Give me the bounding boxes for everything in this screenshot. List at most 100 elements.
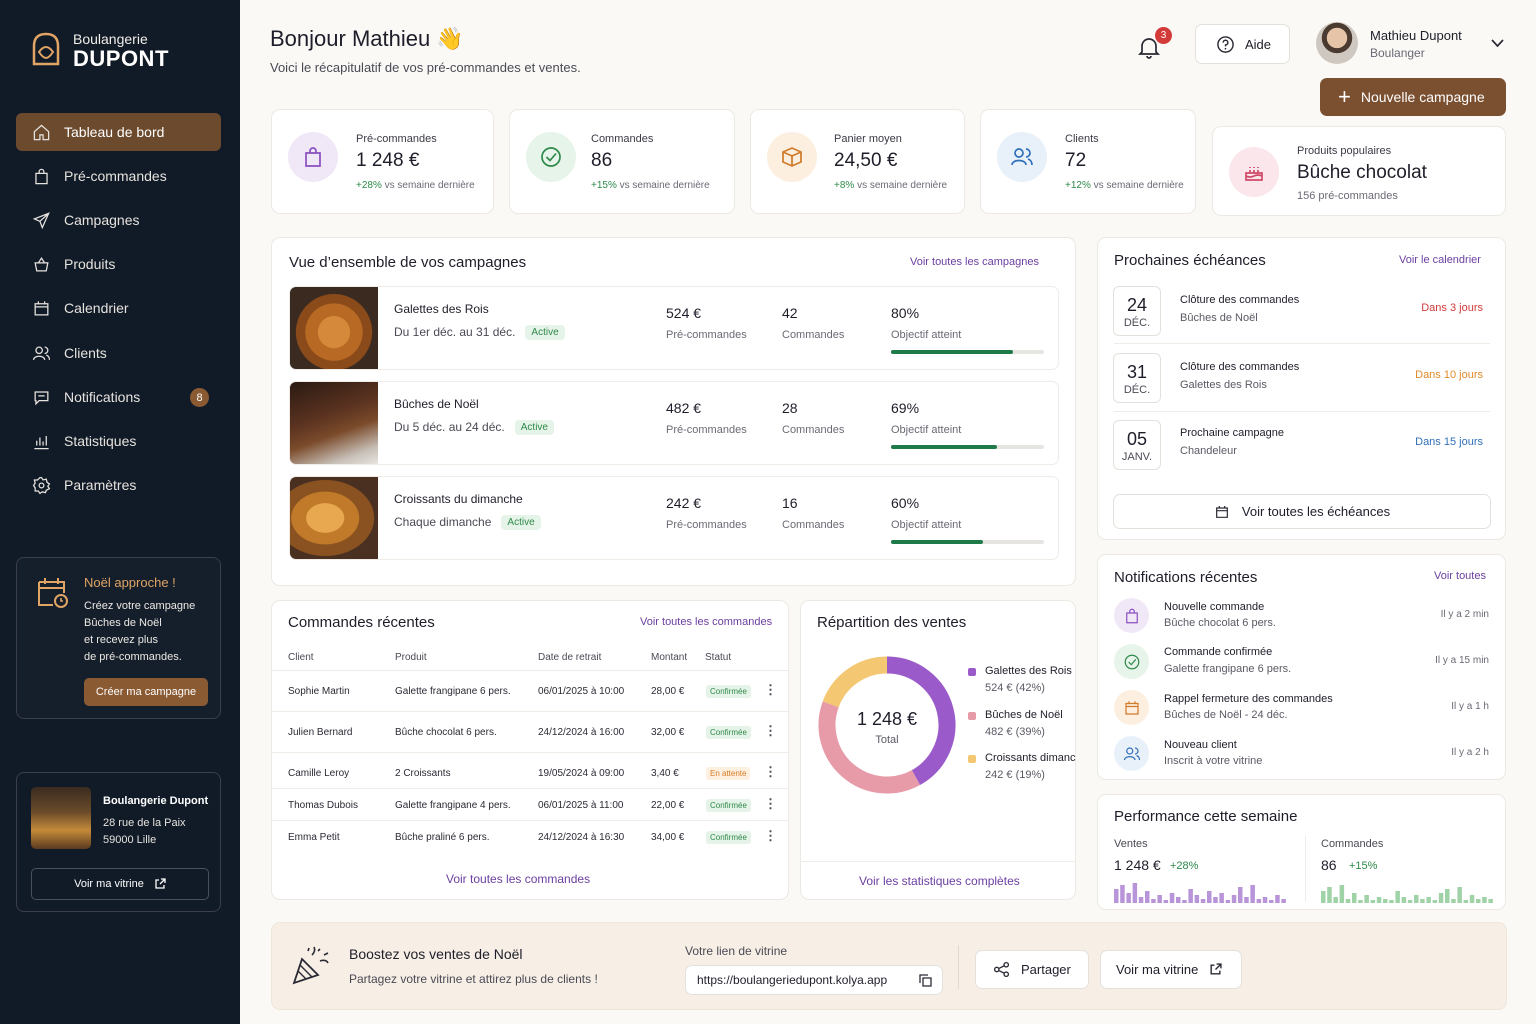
- campaign-row[interactable]: Bûches de Noël Du 5 déc. au 24 déc. Activ…: [289, 381, 1059, 465]
- deadline-day: 24: [1126, 295, 1148, 315]
- more-options-icon[interactable]: ⋮: [764, 828, 777, 843]
- notification-title: Nouvelle commande: [1164, 601, 1265, 613]
- view-storefront-banner-button[interactable]: Voir ma vitrine: [1100, 950, 1242, 989]
- sidebar: Boulangerie DUPONT Tableau de bord Pré-c…: [0, 0, 240, 1024]
- sparkline-bar: [1138, 897, 1144, 903]
- page-subtitle: Voici le récapitulatif de vos pré-comman…: [270, 60, 581, 75]
- party-popper-icon: [292, 946, 329, 985]
- chevron-down-icon[interactable]: [1491, 39, 1504, 48]
- gear-icon: [32, 476, 51, 494]
- sidebar-item-settings[interactable]: Paramètres: [16, 466, 221, 504]
- chart-legend: Galettes des Rois 524 € (42%) Bûches de …: [968, 664, 1076, 784]
- more-options-icon[interactable]: ⋮: [764, 723, 777, 738]
- copy-icon[interactable]: [919, 974, 932, 987]
- sparkline-bar: [1395, 891, 1400, 903]
- campaign-preorders-label: Pré-commandes: [666, 424, 747, 436]
- sparkline-bar: [1407, 900, 1413, 903]
- campaign-goal-label: Objectif atteint: [891, 329, 962, 341]
- sparkline-bar: [1488, 899, 1493, 903]
- help-circle-icon: [1217, 35, 1234, 53]
- campaign-goal-value: 60%: [891, 495, 920, 511]
- chart-icon: [34, 435, 49, 449]
- campaign-goal-value: 80%: [891, 305, 920, 321]
- status-badge: Confirmée: [706, 831, 751, 844]
- home-icon: [33, 124, 50, 140]
- view-storefront-button[interactable]: Voir ma vitrine: [31, 868, 209, 900]
- sparkline-bar: [1256, 899, 1262, 903]
- view-storefront-banner-label: Voir ma vitrine: [1116, 962, 1199, 977]
- see-calendar-link[interactable]: Voir le calendrier: [1399, 254, 1481, 266]
- see-all-deadlines-button[interactable]: Voir toutes les échéances: [1113, 494, 1491, 529]
- sidebar-item-preorders[interactable]: Pré-commandes: [16, 157, 221, 195]
- boost-title: Boostez vos ventes de Noël: [349, 946, 523, 962]
- more-options-icon[interactable]: ⋮: [764, 764, 777, 779]
- kpi-delta-text: vs semaine dernière: [384, 180, 475, 191]
- see-all-notifications-link[interactable]: Voir toutes: [1434, 570, 1486, 582]
- help-button[interactable]: Aide: [1195, 24, 1290, 64]
- bell-count-badge: 3: [1155, 27, 1172, 44]
- calendar-icon: [34, 300, 49, 315]
- campaign-name: Galettes des Rois: [394, 302, 489, 316]
- sparkline-bar: [1231, 895, 1237, 903]
- kpi-icon-wrap: [1229, 147, 1279, 197]
- sidebar-item-statistics[interactable]: Statistiques: [16, 422, 221, 460]
- sparkline-bar: [1262, 897, 1268, 903]
- new-campaign-button[interactable]: + Nouvelle campagne: [1320, 78, 1506, 116]
- bell-icon[interactable]: [1136, 34, 1162, 60]
- kpi-icon-wrap: [526, 132, 576, 182]
- sparkline-bar: [1126, 893, 1131, 903]
- kpi-label: Pré-commandes: [356, 133, 437, 145]
- promo-title: Noël approche !: [84, 575, 176, 590]
- sidebar-item-label: Paramètres: [64, 477, 137, 493]
- campaign-row[interactable]: Croissants du dimanche Chaque dimanche Ac…: [289, 476, 1059, 560]
- kpi-delta-value: +8%: [834, 180, 855, 191]
- kpi-label: Panier moyen: [834, 133, 902, 145]
- column-header: Montant: [651, 652, 688, 663]
- legend-swatch: [968, 668, 976, 676]
- campaigns-title: Vue d’ensemble de vos campagnes: [289, 254, 527, 271]
- full-stats-link[interactable]: Voir les statistiques complètes: [859, 874, 1020, 888]
- sparkline-bar: [1238, 887, 1243, 903]
- status-badge: Confirmée: [706, 799, 751, 812]
- boost-banner: Boostez vos ventes de Noël Partagez votr…: [271, 922, 1507, 1010]
- kpi-icon-wrap: [997, 132, 1047, 182]
- more-options-icon[interactable]: ⋮: [764, 682, 777, 697]
- sidebar-item-dashboard[interactable]: Tableau de bord: [16, 113, 221, 151]
- storefront-url-field[interactable]: https://boulangeriedupont.kolya.app: [685, 965, 943, 995]
- see-all-orders-footer-link[interactable]: Voir toutes les commandes: [446, 872, 591, 886]
- order-product: 2 Croissants: [395, 768, 451, 779]
- campaign-row[interactable]: Galettes des Rois Du 1er déc. au 31 déc.…: [289, 286, 1059, 370]
- sparkline-bar: [1114, 889, 1119, 903]
- order-product: Galette frangipane 4 pers.: [395, 800, 511, 811]
- promo-text: Créez votre campagne Bûches de Noël et r…: [84, 598, 214, 666]
- sparkline-bar: [1414, 895, 1419, 903]
- sidebar-item-products[interactable]: Produits: [16, 245, 221, 283]
- deadline-day: 05: [1126, 429, 1148, 449]
- performance-title: Performance cette semaine: [1114, 808, 1298, 825]
- campaign-goal-label: Objectif atteint: [891, 424, 962, 436]
- perf-sales-delta: +28%: [1170, 860, 1199, 872]
- sidebar-item-clients[interactable]: Clients: [16, 334, 221, 372]
- sparkline-bar: [1157, 895, 1162, 903]
- campaign-progress-bar: [891, 445, 1044, 449]
- sidebar-item-campaigns[interactable]: Campagnes: [16, 201, 221, 239]
- notification-time: Il y a 1 h: [1451, 701, 1489, 712]
- notification-time: Il y a 2 min: [1440, 609, 1489, 620]
- share-button[interactable]: Partager: [975, 950, 1089, 989]
- see-all-orders-link[interactable]: Voir toutes les commandes: [640, 616, 773, 628]
- sparkline-bar: [1426, 897, 1431, 903]
- bag-icon: [305, 147, 321, 167]
- sidebar-item-notifications[interactable]: Notifications 8: [16, 378, 221, 416]
- legend-label: Bûches de Noël: [985, 709, 1063, 721]
- avatar[interactable]: [1316, 22, 1358, 64]
- notification-icon-wrap: [1114, 598, 1149, 633]
- sidebar-item-calendar[interactable]: Calendrier: [16, 289, 221, 327]
- create-campaign-button[interactable]: Créer ma campagne: [84, 678, 208, 706]
- help-label: Aide: [1245, 36, 1272, 52]
- see-all-campaigns-link[interactable]: Voir toutes les campagnes: [910, 256, 1040, 268]
- calendar-icon: [1124, 700, 1139, 715]
- more-options-icon[interactable]: ⋮: [764, 796, 777, 811]
- notification-icon-wrap: [1114, 736, 1149, 771]
- order-amount: 3,40 €: [651, 768, 679, 779]
- storefront-url: https://boulangeriedupont.kolya.app: [697, 973, 888, 987]
